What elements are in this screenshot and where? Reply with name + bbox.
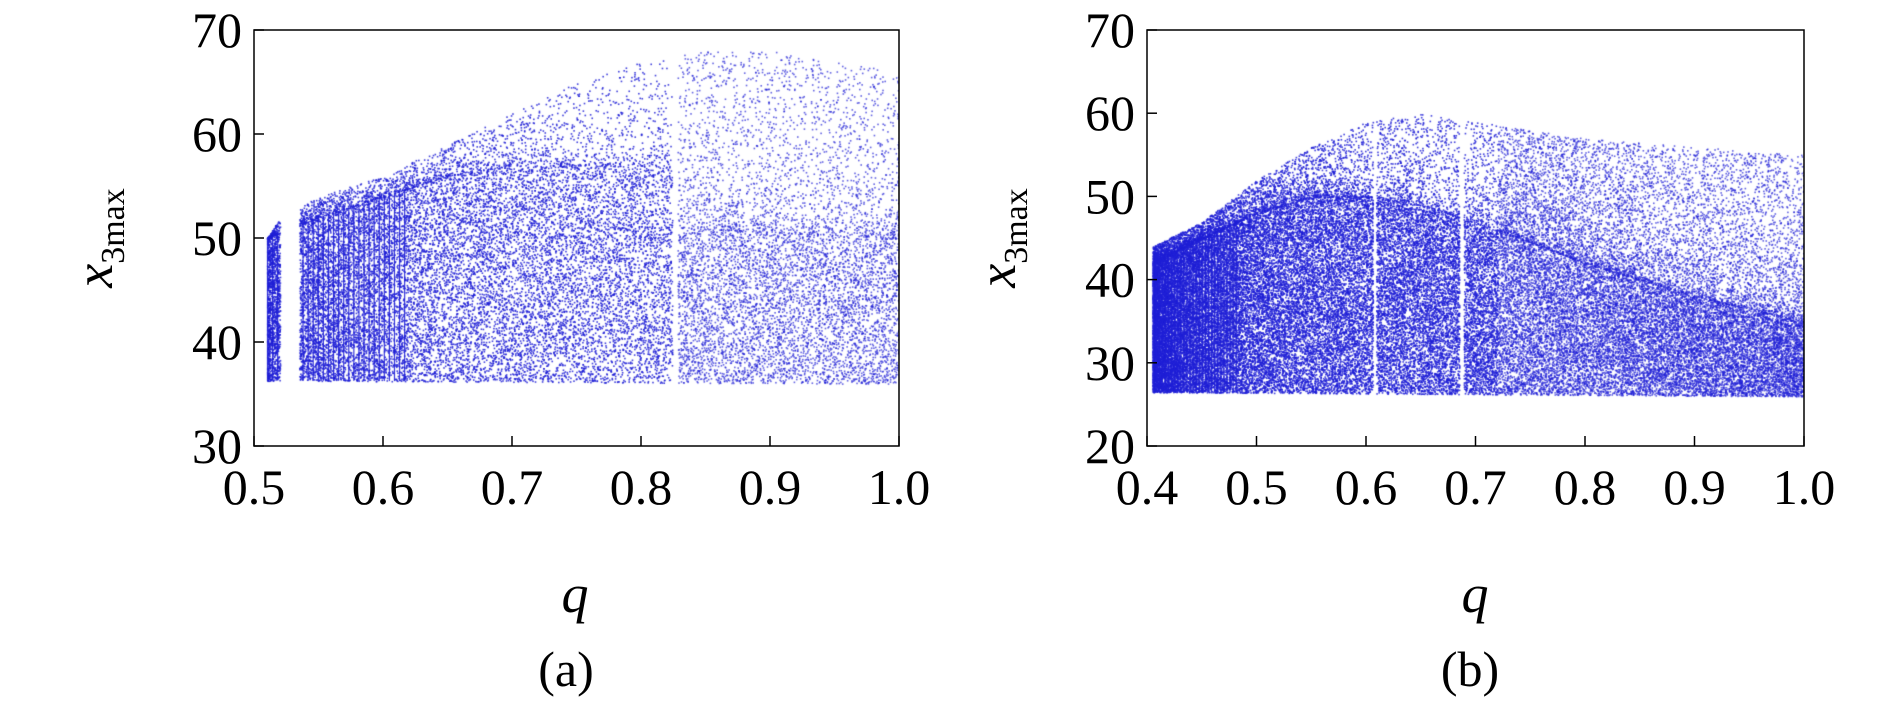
x-tick-label-b: 0.7	[1444, 459, 1507, 515]
y-tick-label-b: 20	[1085, 418, 1135, 474]
y-axis-label-a: x3max	[64, 188, 132, 289]
y-tick-label-a: 60	[192, 106, 242, 162]
x-tick-label-b: 0.8	[1554, 459, 1617, 515]
y-tick-label-b: 70	[1085, 2, 1135, 58]
y-tick-label-b: 30	[1085, 335, 1135, 391]
ticks-a: 0.5 0.6 0.7 0.8 0.9 1.0 30 40 50 60 70	[192, 2, 930, 515]
x-tick-label-b: 1.0	[1773, 459, 1836, 515]
x-tick-label-b: 0.5	[1225, 459, 1288, 515]
x-tick-label-a: 0.7	[481, 459, 544, 515]
y-tick-label-a: 40	[192, 314, 242, 370]
panel-label-a: (a)	[538, 641, 594, 697]
ticks-b: 0.4 0.5 0.6 0.7 0.8 0.9 1.0 20 30 40 50 60 70	[1085, 2, 1835, 515]
x-axis-label-a: q	[562, 564, 589, 624]
x-axis-label-b: q	[1462, 564, 1489, 624]
y-tick-label-b: 40	[1085, 252, 1135, 308]
scatter-points-a	[254, 30, 899, 446]
x-tick-label-b: 0.9	[1663, 459, 1726, 515]
x-tick-label-a: 0.6	[352, 459, 415, 515]
scatter-points-b	[1147, 30, 1804, 446]
y-tick-label-a: 30	[192, 418, 242, 474]
y-tick-label-a: 50	[192, 210, 242, 266]
panel-label-b: (b)	[1441, 641, 1499, 697]
y-tick-label-b: 50	[1085, 168, 1135, 224]
x-tick-label-b: 0.6	[1335, 459, 1398, 515]
panel-b: 0.4 0.5 0.6 0.7 0.8 0.9 1.0 20 30 40 50 60 70 q x3ma…	[967, 2, 1835, 697]
y-axis-label-b: x3max	[967, 188, 1035, 289]
x-tick-label-a: 0.9	[739, 459, 802, 515]
x-tick-label-a: 1.0	[868, 459, 931, 515]
x-tick-label-a: 0.8	[610, 459, 673, 515]
x-tick-label-a: 0.5	[223, 459, 286, 515]
x-tick-label-b: 0.4	[1116, 459, 1179, 515]
panel-a: 0.5 0.6 0.7 0.8 0.9 1.0 30 40 50 60 70 q x3max (a)	[64, 2, 930, 697]
y-tick-label-b: 60	[1085, 85, 1135, 141]
y-tick-label-a: 70	[192, 2, 242, 58]
